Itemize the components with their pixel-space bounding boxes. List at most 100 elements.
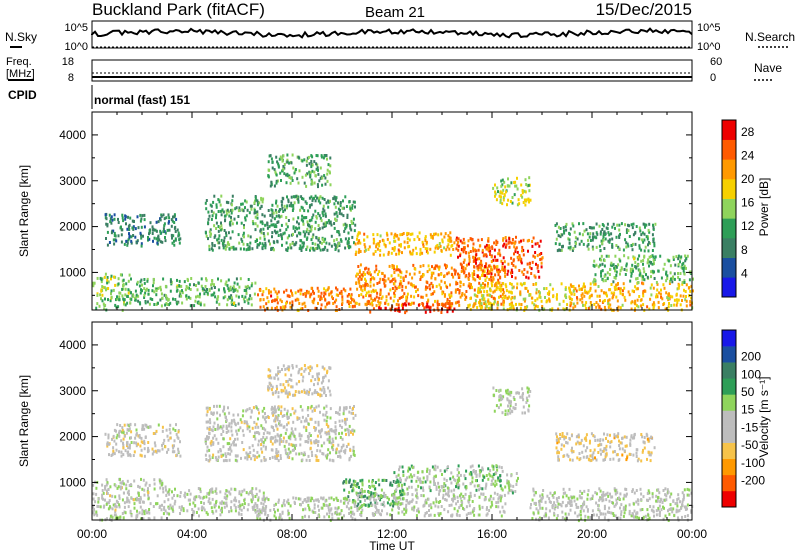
power-echo-cell (426, 281, 429, 285)
velocity-echo-cell (295, 443, 298, 447)
velocity-echo-cell (331, 516, 334, 520)
power-echo-cell (607, 302, 610, 306)
power-echo-cell (233, 247, 236, 251)
power-echo-cell (313, 291, 315, 295)
power-echo-cell (493, 241, 496, 245)
velocity-echo-cell (278, 434, 281, 438)
power-echo-cell (115, 298, 117, 302)
power-echo-cell (643, 278, 646, 282)
power-echo-cell (439, 286, 442, 290)
power-echo-cell (339, 204, 342, 208)
power-echo-cell (213, 224, 216, 228)
power-echo-cell (237, 302, 240, 306)
power-echo-cell (490, 267, 493, 271)
power-echo-cell (163, 217, 166, 221)
velocity-echo-cell (104, 485, 107, 489)
velocity-echo-cell (327, 505, 330, 509)
power-echo-cell (576, 301, 579, 305)
power-echo-cell (499, 275, 502, 279)
power-echo-cell (160, 288, 162, 292)
velocity-echo-cell (341, 419, 344, 423)
velocity-echo-cell (389, 503, 392, 507)
power-echo-cell (148, 237, 151, 241)
power-echo-cell (434, 232, 437, 236)
power-echo-cell (337, 207, 340, 211)
power-echo-cell (157, 220, 160, 224)
power-echo-cell (613, 285, 616, 289)
power-echo-cell (626, 242, 629, 246)
velocity-echo-cell (222, 430, 225, 433)
power-echo-cell (400, 243, 402, 247)
power-echo-cell (617, 263, 620, 267)
velocity-echo-cell (147, 517, 150, 520)
power-echo-cell (227, 278, 230, 282)
velocity-echo-cell (344, 417, 346, 421)
velocity-echo-cell (264, 428, 267, 432)
velocity-echo-cell (222, 409, 225, 413)
power-echo-cell (124, 217, 127, 221)
velocity-echo-cell (282, 439, 285, 443)
power-echo-cell (565, 222, 568, 226)
velocity-echo-cell (263, 427, 265, 431)
power-echo-cell (666, 274, 669, 278)
power-echo-cell (265, 287, 268, 291)
power-echo-cell (615, 283, 618, 287)
power-echo-cell (322, 214, 325, 218)
velocity-echo-cell (350, 506, 353, 510)
power-echo-cell (516, 187, 519, 191)
power-echo-cell (155, 237, 158, 241)
power-echo-cell (313, 297, 316, 301)
power-echo-cell (148, 302, 151, 306)
velocity-echo-cell (326, 438, 329, 442)
power-echo-cell (390, 279, 393, 283)
power-echo-cell (414, 285, 416, 289)
power-echo-cell (463, 247, 466, 251)
power-echo-cell (238, 241, 241, 245)
power-echo-cell (572, 289, 575, 293)
power-echo-cell (646, 275, 649, 279)
velocity-echo-cell (239, 418, 242, 422)
power-echo-cell (464, 246, 466, 250)
velocity-echo-cell (139, 453, 142, 457)
power-echo-cell (264, 246, 267, 250)
velocity-echo-cell (317, 443, 319, 447)
power-echo-cell (365, 294, 367, 297)
power-echo-cell (104, 272, 107, 276)
power-echo-cell (589, 239, 592, 242)
velocity-echo-cell (217, 455, 220, 459)
power-echo-cell (335, 244, 338, 248)
power-echo-cell (160, 304, 163, 308)
velocity-echo-cell (155, 502, 157, 506)
velocity-echo-cell (308, 432, 311, 435)
velocity-echo-cell (340, 425, 343, 429)
power-echo-cell (242, 242, 245, 246)
velocity-echo-cell (234, 509, 237, 513)
power-echo-cell (296, 220, 298, 224)
power-echo-cell (317, 199, 320, 203)
power-echo-cell (369, 280, 372, 284)
velocity-echo-cell (254, 508, 257, 512)
power-echo-cell (232, 285, 235, 289)
velocity-echo-cell (118, 505, 121, 509)
power-echo-cell (407, 281, 410, 285)
power-echo-cell (479, 307, 482, 311)
velocity-echo-cell (361, 490, 364, 494)
velocity-echo-cell (218, 404, 221, 408)
power-echo-cell (668, 302, 670, 305)
velocity-echo-cell (144, 483, 147, 487)
velocity-echo-cell (356, 504, 359, 508)
velocity-echo-cell (311, 497, 314, 501)
velocity-echo-cell (126, 423, 129, 427)
power-echo-cell (473, 293, 476, 297)
velocity-echo-cell (205, 442, 207, 446)
velocity-echo-cell (183, 494, 186, 497)
power-echo-cell (280, 203, 283, 207)
power-echo-cell (342, 199, 344, 203)
power-echo-cell (451, 309, 454, 313)
power-echo-cell (171, 236, 173, 240)
power-echo-cell (335, 219, 338, 222)
velocity-echo-cell (353, 505, 356, 508)
velocity-echo-cell (230, 506, 232, 510)
power-echo-cell (508, 245, 511, 249)
power-echo-cell (128, 234, 131, 238)
